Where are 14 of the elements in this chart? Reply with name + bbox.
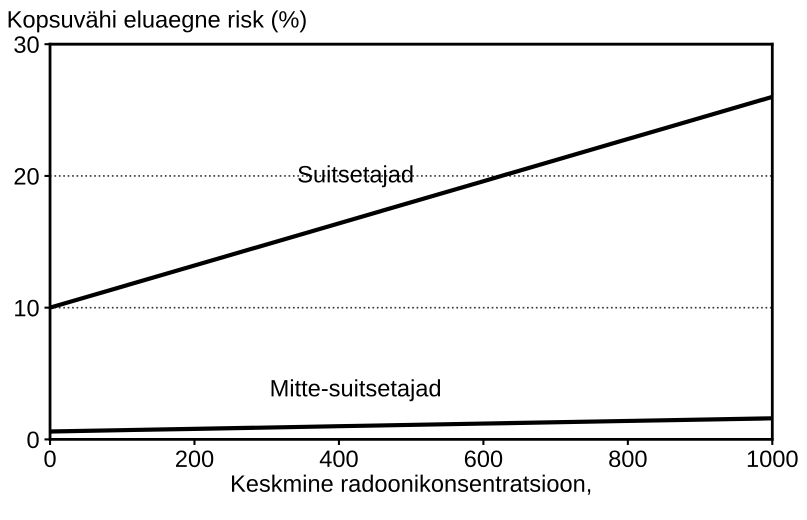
x-tick-label: 1000 xyxy=(748,450,798,468)
series-label: Suitsetajad xyxy=(298,165,412,188)
y-tick-label: 20 xyxy=(14,168,39,185)
x-tick-label: 0 xyxy=(44,450,56,468)
series-label: Mitte-suitsetajad xyxy=(272,379,440,402)
y-tick-label: 10 xyxy=(15,300,39,316)
x-tick-label: 600 xyxy=(464,450,502,468)
y-tick-label: 30 xyxy=(14,36,39,53)
x-tick-label: 200 xyxy=(176,450,214,468)
x-tick-label: 400 xyxy=(320,450,358,468)
x-tick-label: 800 xyxy=(609,450,647,468)
y-tick-label: 0 xyxy=(27,431,39,448)
x-axis-title: Keskmine radoonikonsentratsioon, xyxy=(232,474,590,495)
y-axis-title: Kopsuvähi eluaegne risk (%) xyxy=(8,10,306,32)
